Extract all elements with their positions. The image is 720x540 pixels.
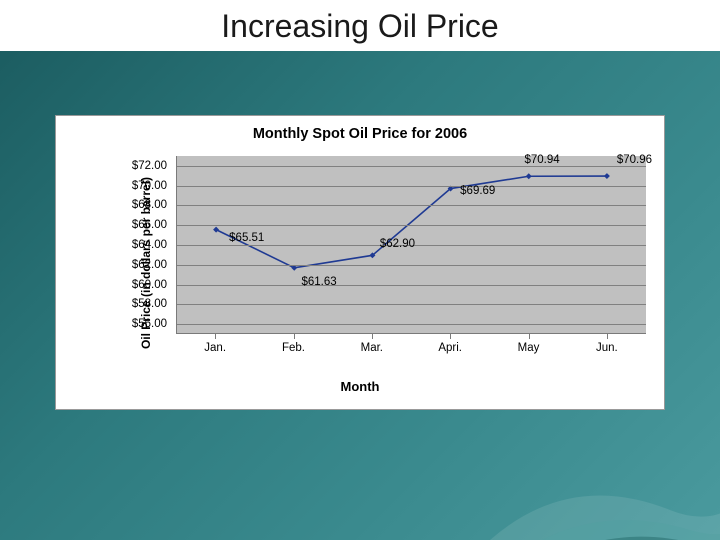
data-label: $65.51 <box>229 232 264 244</box>
gridline <box>177 166 646 167</box>
x-tick <box>450 334 451 339</box>
chart-card: Monthly Spot Oil Price for 2006 Oil Pric… <box>55 115 665 410</box>
x-tick-label: May <box>518 342 540 354</box>
decorative-swoosh <box>490 390 720 540</box>
gridline <box>177 265 646 266</box>
series-line <box>216 176 607 268</box>
y-tick-label: $62.00 <box>132 259 167 271</box>
data-label: $61.63 <box>302 276 337 288</box>
x-tick <box>372 334 373 339</box>
data-label: $70.94 <box>525 154 560 166</box>
x-tick <box>529 334 530 339</box>
y-tick-label: $56.00 <box>132 318 167 330</box>
data-label: $62.90 <box>380 238 415 250</box>
x-tick <box>294 334 295 339</box>
slide-title: Increasing Oil Price <box>0 8 720 45</box>
x-tick <box>215 334 216 339</box>
data-label: $70.96 <box>617 154 652 166</box>
x-tick-label: Apri. <box>438 342 462 354</box>
chart-body: Oil Price (in dollars per barrel) $56.00… <box>56 150 664 375</box>
gridline <box>177 285 646 286</box>
data-marker <box>213 227 219 233</box>
gridline <box>177 186 646 187</box>
y-tick-label: $66.00 <box>132 219 167 231</box>
y-tick-label: $68.00 <box>132 199 167 211</box>
y-tick-label: $60.00 <box>132 279 167 291</box>
data-marker <box>526 173 532 179</box>
x-tick-label: Mar. <box>361 342 383 354</box>
x-tick-labels: Jan. Feb. Mar. Apri. May Jun. <box>176 342 646 362</box>
data-label: $69.69 <box>460 185 495 197</box>
gridline <box>177 324 646 325</box>
x-tick-label: Jun. <box>596 342 618 354</box>
data-marker <box>604 173 610 179</box>
x-tick <box>607 334 608 339</box>
y-tick-label: $72.00 <box>132 160 167 172</box>
gridline <box>177 225 646 226</box>
y-tick-label: $58.00 <box>132 298 167 310</box>
gridline <box>177 304 646 305</box>
title-bar: Increasing Oil Price <box>0 0 720 51</box>
gridline <box>177 205 646 206</box>
x-axis-label: Month <box>56 379 664 394</box>
y-tick-labels: $56.00 $58.00 $60.00 $62.00 $64.00 $66.00 $68.… <box>116 150 171 375</box>
x-tick-label: Jan. <box>204 342 226 354</box>
y-tick-label: $70.00 <box>132 180 167 192</box>
chart-title: Monthly Spot Oil Price for 2006 <box>56 126 664 142</box>
x-tick-label: Feb. <box>282 342 305 354</box>
y-tick-label: $64.00 <box>132 239 167 251</box>
